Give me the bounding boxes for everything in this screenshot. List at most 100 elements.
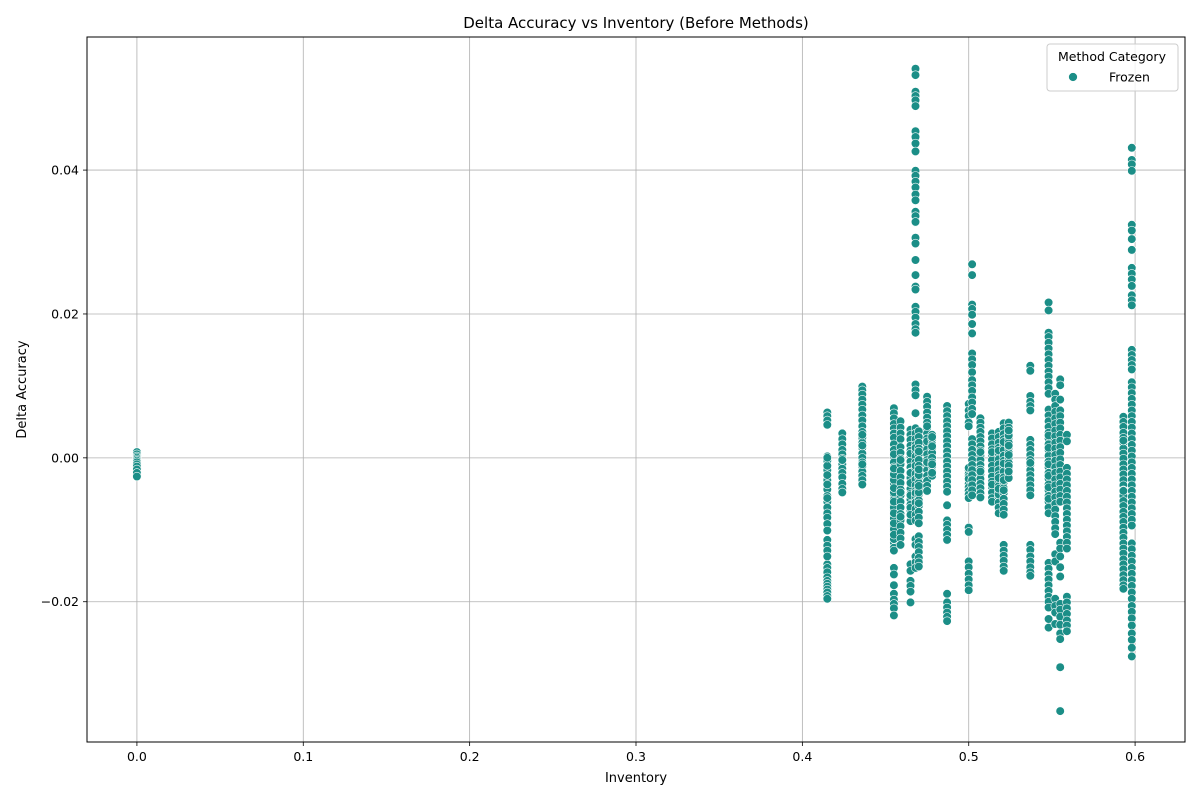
data-point bbox=[967, 259, 977, 269]
legend-title: Method Category bbox=[1058, 49, 1167, 64]
data-point bbox=[927, 468, 937, 478]
data-point bbox=[910, 138, 921, 149]
data-point bbox=[914, 446, 924, 457]
data-point bbox=[927, 459, 937, 469]
data-point bbox=[910, 146, 921, 156]
data-point bbox=[889, 580, 899, 590]
data-point bbox=[964, 421, 974, 431]
data-point bbox=[857, 479, 867, 490]
data-point bbox=[910, 284, 921, 295]
data-point bbox=[1055, 706, 1065, 716]
data-point bbox=[1127, 245, 1137, 255]
data-point bbox=[910, 270, 921, 280]
data-point bbox=[895, 455, 906, 465]
data-point bbox=[895, 540, 906, 550]
legend: Method Category Frozen bbox=[1046, 43, 1179, 92]
data-point bbox=[999, 485, 1009, 495]
data-point bbox=[1127, 620, 1137, 631]
data-point bbox=[1043, 305, 1054, 316]
data-point bbox=[895, 512, 906, 522]
data-point bbox=[927, 432, 937, 442]
chart-title: Delta Accuracy vs Inventory (Before Meth… bbox=[463, 14, 809, 32]
data-point bbox=[822, 461, 832, 471]
data-point bbox=[889, 610, 899, 621]
x-tick-label: 0.6 bbox=[1125, 749, 1145, 764]
data-point bbox=[1055, 634, 1065, 644]
data-point bbox=[910, 70, 921, 80]
y-tick-label: 0.04 bbox=[51, 163, 79, 178]
data-point bbox=[975, 447, 986, 457]
data-point bbox=[1050, 529, 1060, 539]
data-point bbox=[922, 421, 932, 431]
data-point bbox=[132, 471, 142, 482]
data-point bbox=[964, 527, 974, 537]
data-point bbox=[914, 518, 924, 528]
data-point bbox=[1004, 466, 1014, 477]
x-axis-label: Inventory bbox=[605, 771, 667, 786]
data-point bbox=[1127, 651, 1137, 662]
data-point bbox=[1062, 543, 1072, 554]
legend-box bbox=[1046, 43, 1179, 92]
data-point bbox=[1025, 571, 1035, 581]
data-point bbox=[889, 569, 899, 580]
data-point bbox=[837, 455, 847, 465]
data-point bbox=[822, 594, 832, 604]
data-point bbox=[889, 545, 899, 556]
data-point bbox=[905, 597, 916, 608]
data-point bbox=[999, 566, 1009, 576]
data-point bbox=[1055, 551, 1065, 562]
legend-label-frozen: Frozen bbox=[1109, 70, 1150, 85]
data-point bbox=[942, 616, 952, 626]
data-point bbox=[1025, 458, 1035, 468]
axis-ticks: 0.0 0.1 0.2 0.3 0.4 0.5 0.6 −0.02 0.00 0.02 0.04 bbox=[41, 163, 1145, 764]
data-point bbox=[914, 464, 924, 475]
data-point bbox=[964, 585, 974, 595]
data-point bbox=[967, 319, 977, 329]
data-point bbox=[910, 255, 921, 265]
x-tick-label: 0.1 bbox=[293, 749, 313, 764]
data-point bbox=[857, 459, 867, 469]
data-point bbox=[942, 487, 952, 497]
legend-marker-frozen bbox=[1068, 72, 1078, 82]
data-point bbox=[967, 328, 977, 339]
data-point bbox=[1127, 281, 1137, 291]
data-point bbox=[1055, 571, 1065, 582]
data-point bbox=[1127, 300, 1137, 310]
data-point bbox=[1127, 364, 1137, 375]
data-point bbox=[967, 490, 977, 500]
data-point bbox=[922, 486, 932, 496]
y-tick-label: 0.00 bbox=[51, 450, 79, 465]
x-tick-label: 0.2 bbox=[460, 749, 480, 764]
data-point bbox=[822, 479, 832, 490]
data-point bbox=[967, 310, 977, 320]
data-point bbox=[1062, 436, 1072, 446]
data-point bbox=[857, 441, 867, 451]
data-point bbox=[942, 500, 952, 510]
data-point bbox=[1004, 425, 1014, 436]
y-tick-label: −0.02 bbox=[41, 594, 79, 609]
y-tick-label: 0.02 bbox=[51, 306, 79, 321]
data-point bbox=[975, 466, 986, 477]
x-tick-label: 0.3 bbox=[626, 749, 646, 764]
data-point bbox=[905, 586, 916, 597]
data-point bbox=[1127, 520, 1137, 531]
data-point bbox=[942, 535, 952, 545]
data-point bbox=[837, 487, 847, 498]
data-point bbox=[910, 390, 921, 400]
data-point bbox=[942, 589, 952, 599]
data-point bbox=[822, 453, 832, 463]
data-point bbox=[1055, 562, 1065, 572]
data-point bbox=[822, 493, 832, 503]
data-point bbox=[1025, 366, 1035, 376]
data-point bbox=[857, 430, 867, 440]
data-point bbox=[1055, 662, 1065, 672]
data-point bbox=[822, 420, 832, 430]
data-point bbox=[1127, 643, 1137, 653]
data-point bbox=[1127, 166, 1137, 176]
data-point bbox=[822, 551, 832, 562]
data-point bbox=[914, 561, 924, 572]
data-point bbox=[895, 434, 906, 444]
x-tick-label: 0.4 bbox=[792, 749, 812, 764]
